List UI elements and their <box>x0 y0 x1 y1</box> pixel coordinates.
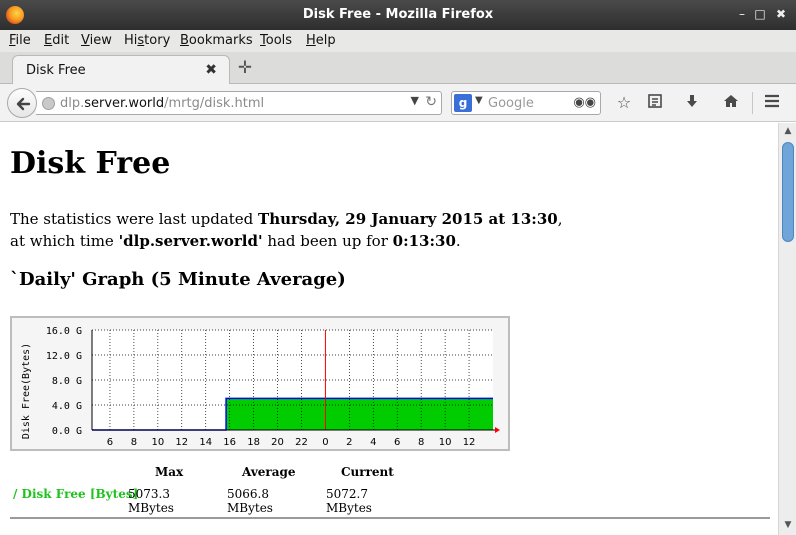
search-engine-dropdown-icon[interactable]: ▼ <box>475 95 483 106</box>
window-titlebar: Disk Free - Mozilla Firefox – □ ✖ <box>0 0 796 30</box>
url-bar[interactable]: dlp.server.world/mrtg/disk.html ▼ ↻ <box>36 91 442 115</box>
menu-help[interactable]: Help <box>306 33 336 48</box>
uptime: 0:13:30 <box>392 232 456 250</box>
reload-icon[interactable]: ↻ <box>425 94 437 110</box>
daily-graph: Disk Free(Bytes) 6 8 10 12 14 16 18 20 22 0 2 4 6 8 10… <box>10 316 510 451</box>
x-tick-label: 6 <box>394 437 400 448</box>
maximize-button[interactable]: □ <box>754 7 766 21</box>
x-tick-label: 4 <box>370 437 376 448</box>
x-tick-label: 18 <box>247 437 260 448</box>
hamburger-menu-icon[interactable] <box>762 93 782 113</box>
url-text[interactable]: dlp.server.world/mrtg/disk.html <box>60 96 265 111</box>
average-value: 5066.8 MBytes <box>227 487 273 515</box>
y-tick-label: 4.0 G <box>52 401 82 412</box>
search-input[interactable]: Google <box>488 96 534 111</box>
x-tick-label: 6 <box>107 437 113 448</box>
firefox-logo-icon <box>6 6 24 24</box>
series-area <box>92 398 493 430</box>
vertical-scrollbar[interactable]: ▲ ▼ <box>778 123 796 535</box>
current-header: Current <box>341 465 394 479</box>
y-tick-label: 8.0 G <box>52 376 82 387</box>
x-tick-label: 22 <box>295 437 308 448</box>
navigation-bar: dlp.server.world/mrtg/disk.html ▼ ↻ g ▼ … <box>0 84 796 122</box>
tab-close-icon[interactable]: ✖ <box>205 62 217 78</box>
x-tick-label: 10 <box>439 437 452 448</box>
y-tick-label: 0.0 G <box>52 426 82 437</box>
page-content: Disk Free The statistics were last updat… <box>0 123 778 535</box>
last-updated: Thursday, 29 January 2015 at 13:30 <box>258 210 558 228</box>
x-tick-label: 12 <box>463 437 476 448</box>
toolbar-separator <box>752 92 753 114</box>
google-icon[interactable]: g <box>454 94 472 112</box>
download-icon[interactable] <box>682 93 702 113</box>
scroll-down-icon[interactable]: ▼ <box>784 520 792 530</box>
max-value: 5073.3 MBytes <box>128 487 174 515</box>
x-tick-label: 8 <box>131 437 137 448</box>
disk-free-chart: Disk Free(Bytes) 6 8 10 12 14 16 18 20 22 0 2 4 6 8 10… <box>21 326 500 448</box>
page-title: Disk Free <box>10 146 171 181</box>
new-tab-icon[interactable]: ✛ <box>237 58 253 78</box>
menu-edit[interactable]: Edit <box>44 33 70 48</box>
binoculars-icon[interactable]: ◉◉ <box>573 95 596 110</box>
window-close-button[interactable]: ✖ <box>775 7 787 21</box>
reading-list-icon[interactable] <box>645 93 665 113</box>
menu-tools[interactable]: Tools <box>260 33 293 48</box>
tab-disk-free[interactable]: Disk Free ✖ <box>12 55 230 85</box>
back-button[interactable] <box>7 88 37 118</box>
url-dropdown-icon[interactable]: ▼ <box>410 94 419 107</box>
menu-view[interactable]: View <box>81 33 112 48</box>
search-box[interactable]: g ▼ Google ◉◉ <box>451 91 601 115</box>
back-arrow-icon <box>16 97 31 111</box>
scrollbar-thumb[interactable] <box>782 142 794 242</box>
x-tick-label: 12 <box>175 437 188 448</box>
series-legend-label: / Disk Free [Bytes] <box>13 487 139 501</box>
y-tick-label: 12.0 G <box>46 351 82 362</box>
average-header: Average <box>242 465 296 479</box>
x-tick-label: 10 <box>151 437 164 448</box>
tab-label: Disk Free <box>26 63 86 78</box>
x-axis-arrow <box>495 427 500 433</box>
x-tick-label: 16 <box>223 437 236 448</box>
menu-history[interactable]: History <box>124 33 171 48</box>
scroll-up-icon[interactable]: ▲ <box>784 126 792 136</box>
max-header: Max <box>155 465 184 479</box>
home-icon[interactable] <box>721 93 741 113</box>
x-tick-label: 20 <box>271 437 284 448</box>
x-tick-label: 14 <box>199 437 212 448</box>
x-tick-label: 2 <box>346 437 352 448</box>
minimize-button[interactable]: – <box>739 7 745 21</box>
window-title: Disk Free - Mozilla Firefox <box>302 7 494 22</box>
menu-bookmarks[interactable]: Bookmarks <box>180 33 253 48</box>
tab-strip: Disk Free ✖ ✛ <box>0 52 796 85</box>
globe-icon <box>42 97 55 110</box>
hostname: 'dlp.server.world' <box>118 232 263 250</box>
menu-file[interactable]: File <box>9 33 31 48</box>
y-tick-label: 16.0 G <box>46 326 82 337</box>
current-value: 5072.7 MBytes <box>326 487 372 515</box>
x-tick-label: 8 <box>418 437 424 448</box>
x-tick-label: 0 <box>322 437 328 448</box>
horizontal-rule <box>10 517 770 519</box>
bookmark-star-icon[interactable]: ☆ <box>616 93 632 112</box>
y-axis-label: Disk Free(Bytes) <box>21 343 32 439</box>
graph-heading: `Daily' Graph (5 Minute Average) <box>10 269 346 290</box>
menu-bar: File Edit View History Bookmarks Tools H… <box>0 30 796 52</box>
stats-text: The statistics were last updated Thursda… <box>10 210 563 250</box>
